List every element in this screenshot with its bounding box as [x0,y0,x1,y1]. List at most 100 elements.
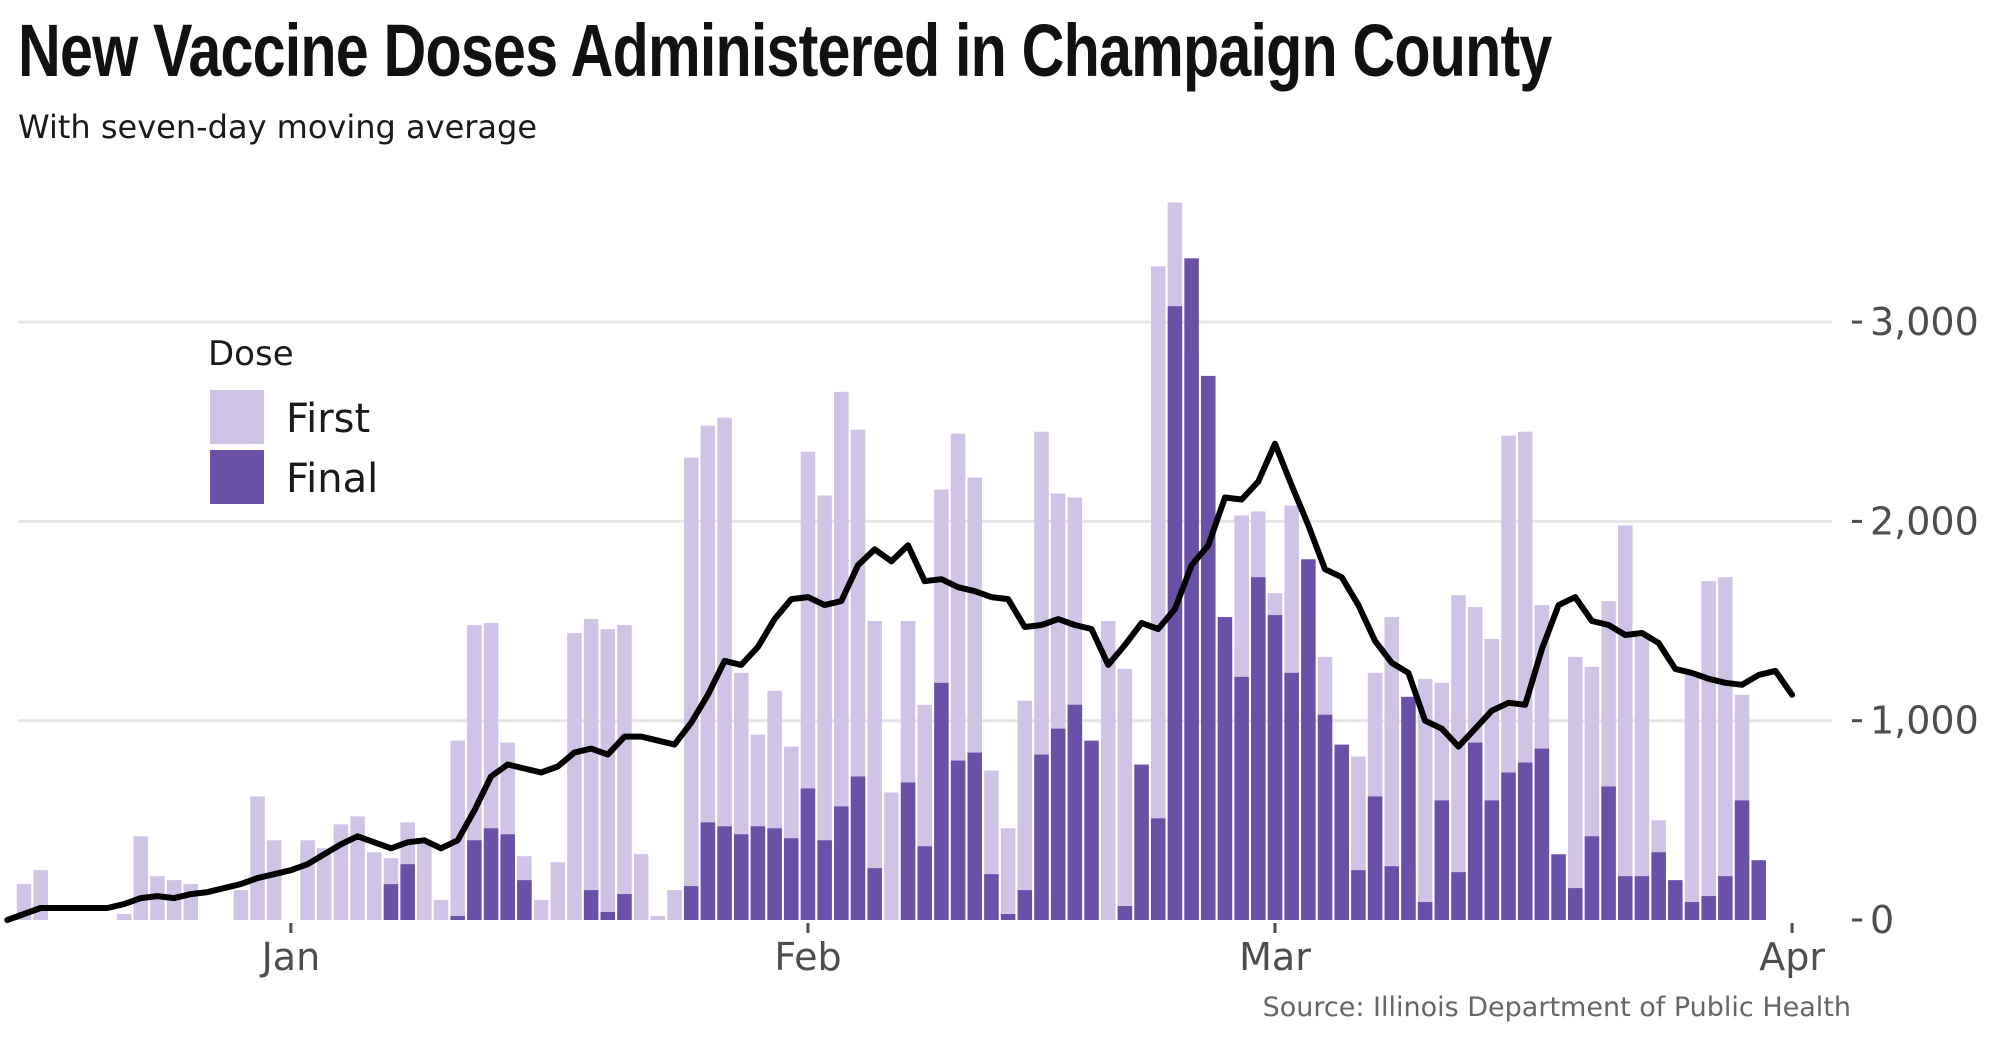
bar-first-18 [316,848,332,920]
bar-first-13 [233,890,249,920]
bar-final-45 [767,828,782,920]
bar-final-22 [383,884,399,920]
y-tick-label-1000: 1,000 [1870,699,1979,743]
bar-first-101 [1701,581,1716,920]
bar-final-91 [1534,748,1550,920]
bar-first-102 [1718,577,1733,920]
bar-final-90 [1517,762,1533,920]
bar-final-28 [483,828,499,920]
bar-final-94 [1584,836,1600,920]
bar-final-89 [1501,772,1516,920]
bar-final-53 [900,782,916,920]
bar-final-43 [733,834,749,920]
bar-final-26 [450,916,465,920]
bar-final-76 [1284,672,1299,920]
y-tick-label-0: 0 [1870,898,1894,942]
bar-final-71 [1201,375,1216,920]
final-dose-bars [383,258,1766,921]
bar-final-57 [967,752,983,920]
bar-final-104 [1751,860,1766,920]
bar-final-85 [1434,800,1450,920]
bar-final-44 [750,826,766,920]
bar-final-56 [950,760,966,920]
bar-final-93 [1567,888,1583,920]
bar-final-47 [800,788,816,920]
bar-final-99 [1668,880,1683,920]
bar-final-98 [1651,852,1666,920]
bar-first-66 [1117,668,1133,920]
bar-first-37 [633,854,649,920]
bar-first-7 [133,836,149,920]
bar-first-82 [1384,617,1400,920]
bar-final-80 [1351,870,1366,920]
bar-final-59 [1000,914,1016,920]
bar-final-97 [1634,876,1650,920]
y-axis: 0 1,000 2,000 3,000 [1852,300,1979,942]
bar-final-79 [1334,744,1349,920]
bar-final-29 [500,834,515,920]
bar-final-92 [1551,854,1566,920]
bar-first-39 [667,890,682,920]
bar-final-96 [1618,876,1633,920]
bar-final-64 [1084,740,1099,920]
bar-first-14 [250,796,265,920]
bar-final-23 [400,864,415,920]
bar-final-66 [1117,906,1133,920]
bar-final-49 [834,806,849,920]
bar-first-97 [1634,636,1650,920]
bar-final-74 [1251,577,1266,920]
bar-final-88 [1484,800,1500,920]
bar-final-34 [583,890,599,920]
bar-first-26 [450,740,465,920]
bar-final-30 [517,880,532,920]
bar-final-42 [717,826,732,920]
bar-final-27 [467,840,482,920]
bar-final-54 [917,846,932,920]
bar-first-86 [1451,595,1466,920]
bar-first-32 [550,862,566,920]
bar-final-78 [1317,714,1333,920]
bar-first-60 [1017,700,1033,920]
bar-first-36 [617,625,632,920]
bar-final-83 [1401,696,1416,920]
bar-first-42 [717,417,732,920]
bar-final-41 [700,822,716,920]
bar-first-96 [1618,525,1633,920]
bar-first-65 [1100,621,1116,920]
bar-final-81 [1367,796,1383,920]
x-tick-label-mar: Mar [1239,935,1311,979]
bar-final-51 [867,868,882,920]
bar-first-51 [867,621,882,920]
bar-first-41 [700,425,716,920]
bar-first-34 [583,619,599,920]
moving-average-polyline [4,440,1796,923]
bar-final-50 [850,776,866,920]
bar-first-10 [183,884,199,920]
bar-first-68 [1150,266,1166,920]
bar-final-62 [1050,728,1066,920]
bar-first-25 [433,900,449,920]
bar-final-95 [1601,786,1616,920]
bar-first-40 [683,457,699,920]
bar-final-60 [1017,890,1033,920]
moving-average-line [4,440,1796,923]
bar-final-61 [1034,754,1049,920]
y-tick-label-3000: 3,000 [1870,300,1979,344]
bar-first-33 [567,633,582,920]
legend: Dose First Final [208,334,378,504]
bar-first-35 [600,629,616,920]
legend-swatch-first [210,390,264,444]
bar-first-17 [300,840,315,920]
bar-final-102 [1718,876,1733,920]
bar-final-35 [600,912,616,920]
x-tick-label-apr: Apr [1759,935,1825,979]
bar-first-38 [650,916,666,920]
legend-swatch-final [210,450,264,504]
bar-final-75 [1267,615,1283,920]
bar-first-15 [266,840,282,920]
legend-label-final: Final [286,456,378,502]
y-tick-label-2000: 2,000 [1870,499,1979,543]
bar-first-100 [1684,672,1700,920]
bar-final-77 [1301,559,1316,920]
bar-first-20 [350,816,365,920]
